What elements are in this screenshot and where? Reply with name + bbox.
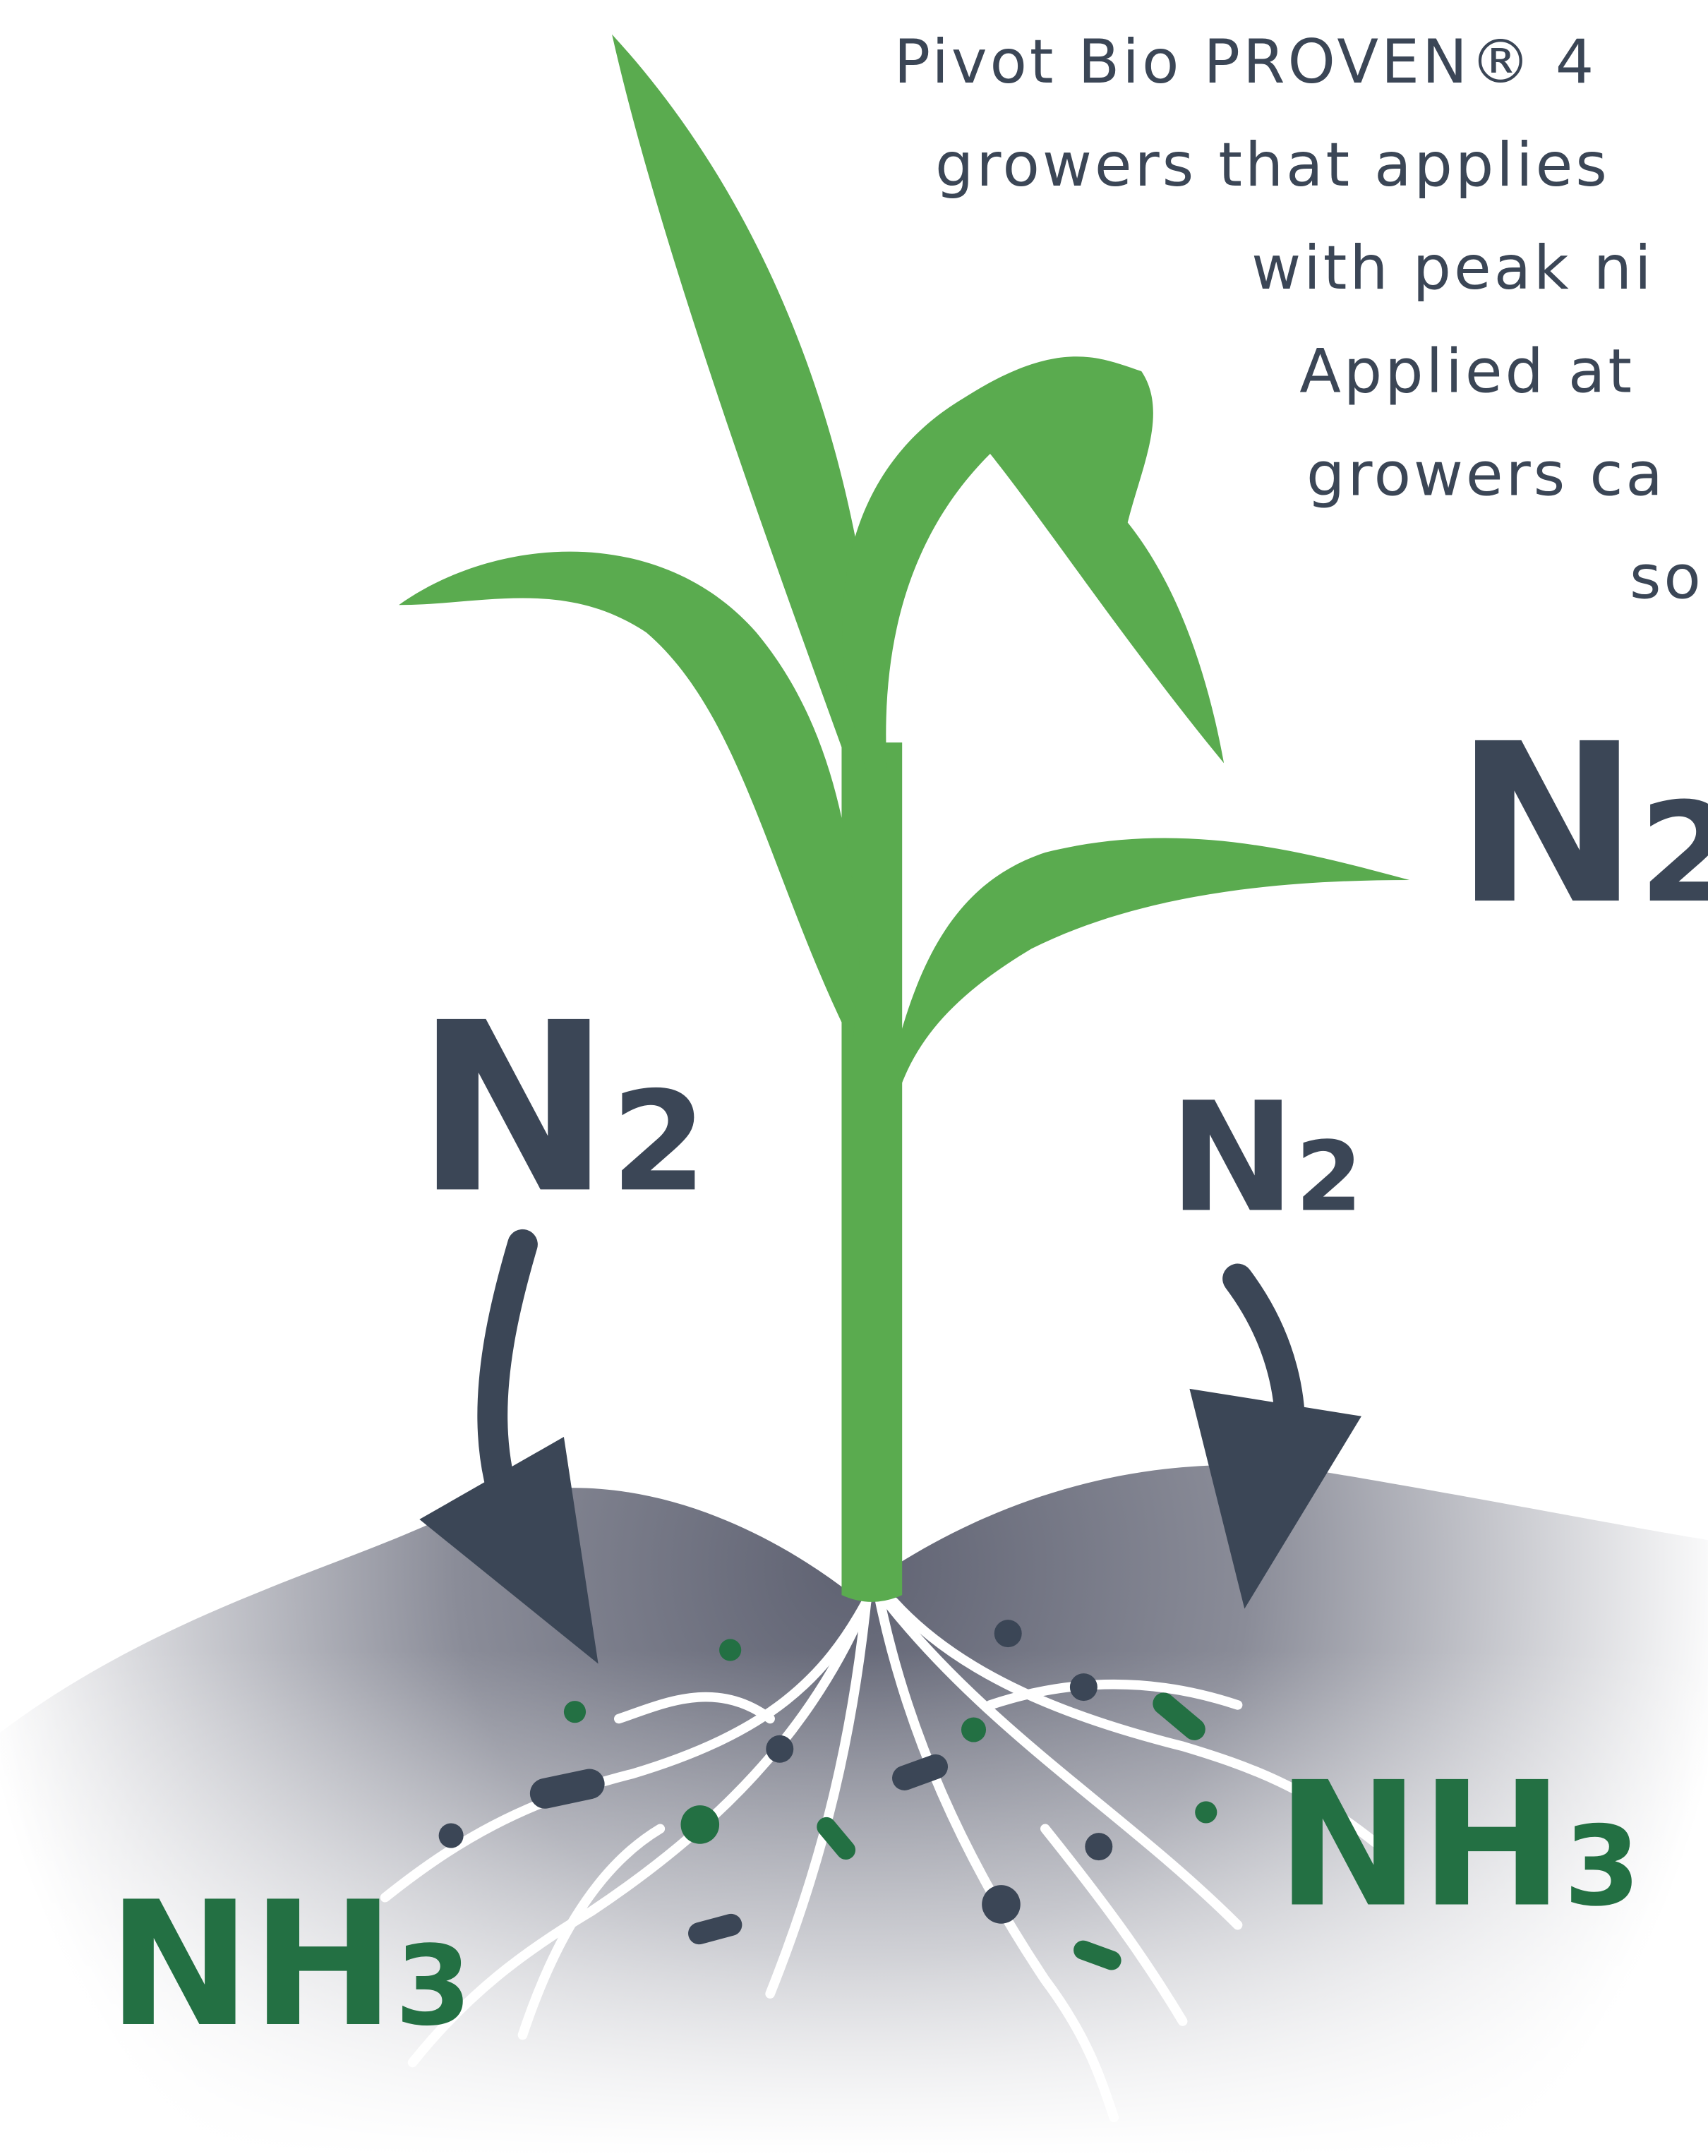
n2-label: N2 (1455, 697, 1708, 953)
label-main: N (1169, 1070, 1295, 1246)
text-line: so (1630, 543, 1704, 613)
n2-label: N2 (415, 973, 706, 1245)
label-main: NH (1276, 1745, 1564, 1945)
text-line: growers that applies (935, 130, 1610, 200)
page: Pivot Bio PROVEN® 4 growers that applies… (0, 0, 1708, 2156)
label-main: N (1455, 697, 1639, 953)
label-sub: 3 (395, 1922, 471, 2050)
text-line: growers ca (1306, 439, 1666, 510)
label-main: NH (107, 1865, 395, 2065)
infographic: Pivot Bio PROVEN® 4 growers that applies… (0, 0, 1708, 2156)
label-sub: 2 (611, 1061, 707, 1222)
text-line: with peak ni (1251, 233, 1654, 303)
text-line: Applied at (1299, 336, 1635, 406)
text-line: Pivot Bio PROVEN® 4 (894, 27, 1597, 97)
label-sub: 2 (1639, 773, 1708, 933)
label-sub: 2 (1296, 1121, 1363, 1234)
n2-label: N2 (1169, 1070, 1362, 1246)
label-sub: 3 (1564, 1802, 1640, 1930)
label-main: N (415, 973, 611, 1245)
paragraph: Pivot Bio PROVEN® 4 growers that applies… (894, 27, 1704, 613)
